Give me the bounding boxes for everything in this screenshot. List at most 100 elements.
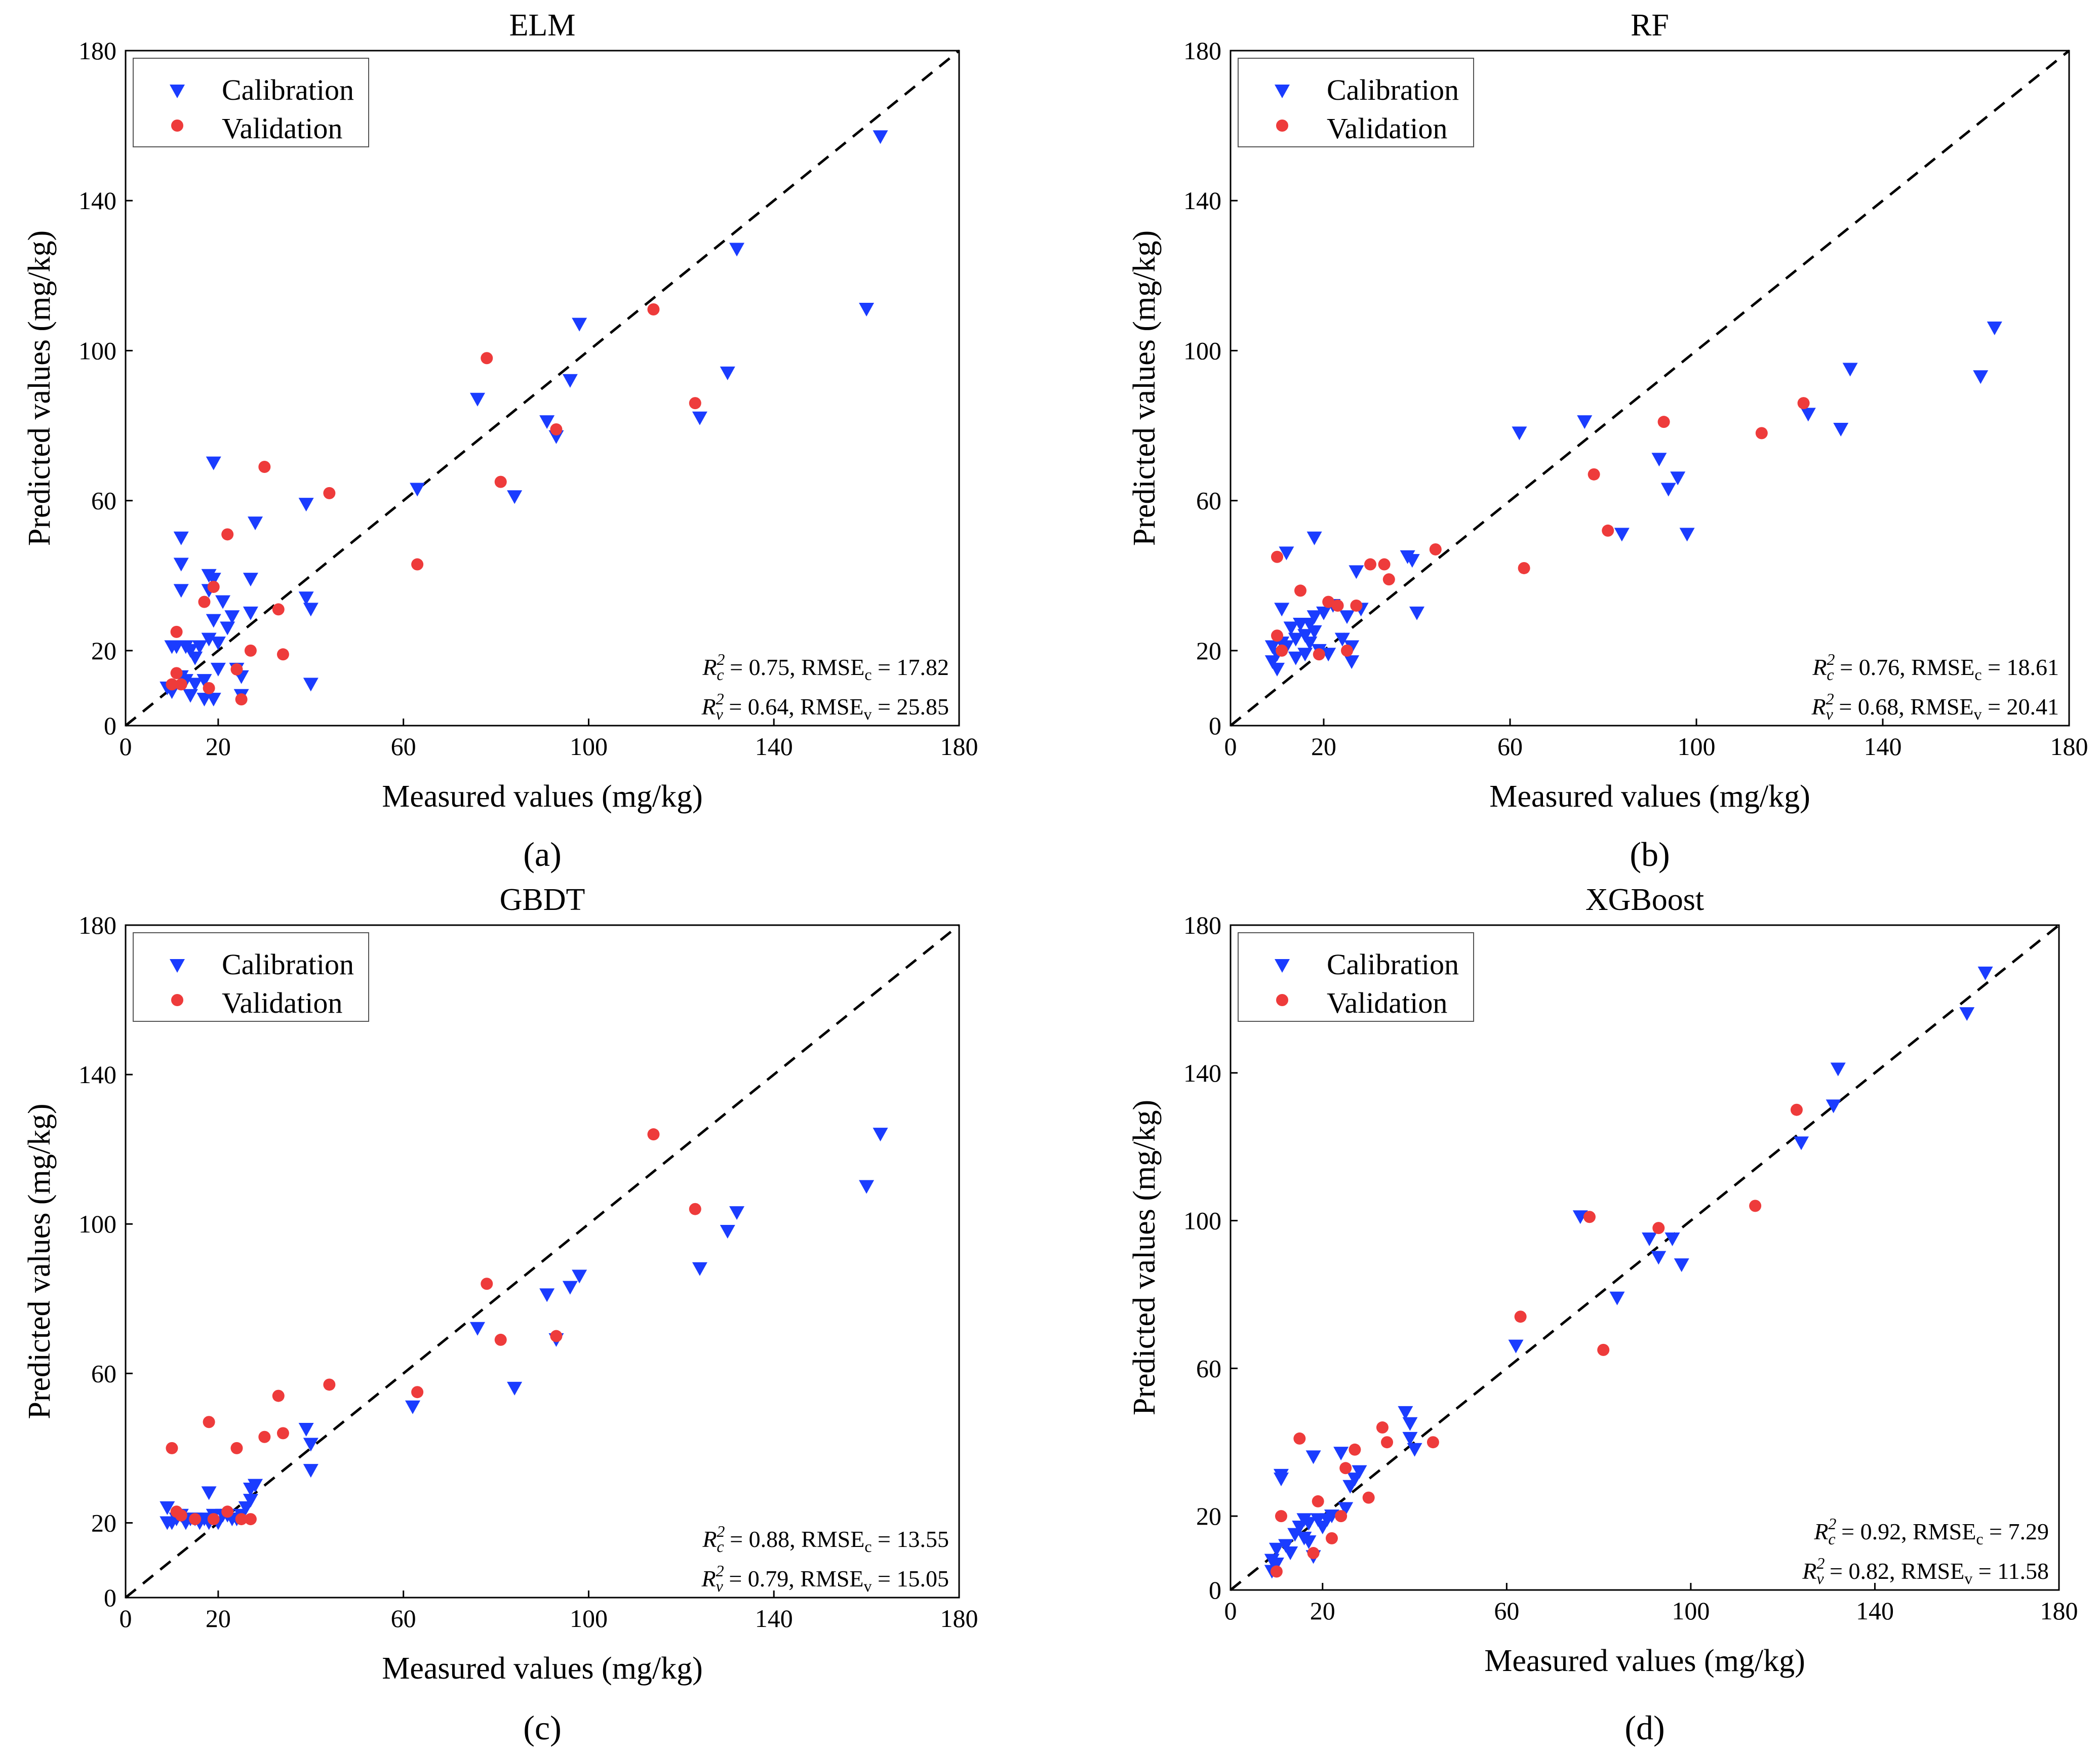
calibration-point <box>1977 966 1993 980</box>
calibration-point <box>196 674 212 688</box>
validation-point <box>1271 550 1283 563</box>
calibration-point <box>507 490 523 504</box>
x-tick-label: 100 <box>570 1604 608 1633</box>
x-tick-label: 0 <box>1224 732 1237 761</box>
panel-gbdt: GBDT 0 20 60 100 140 180 0 20 60 100 140 180 Measured… <box>22 883 978 1747</box>
legend-calibration-marker <box>170 85 185 98</box>
calibration-point <box>1264 640 1280 654</box>
calibration-point <box>562 374 578 388</box>
legend-validation-marker <box>171 994 183 1006</box>
x-tick-label: 180 <box>2040 1597 2078 1625</box>
calibration-point <box>1334 632 1350 647</box>
legend-calibration-marker <box>1275 959 1290 973</box>
calibration-point <box>187 651 203 665</box>
calibration-point <box>248 1479 263 1493</box>
calibration-point <box>183 644 199 658</box>
calibration-point <box>1301 1535 1317 1549</box>
stats-annotation: R2 c = 0.76, RMSEc = 18.61 <box>1812 650 2059 684</box>
stats-annotation: R2 v = 0.64, RMSEv = 25.85 <box>701 690 949 723</box>
calibration-point <box>243 573 258 587</box>
x-tick-label: 20 <box>206 732 231 761</box>
validation-point <box>1790 1103 1803 1116</box>
y-axis-label: Predicted values (mg/kg) <box>1127 230 1162 546</box>
plot-frame <box>1230 50 2070 727</box>
validation-point <box>1341 644 1353 657</box>
calibration-point <box>469 392 485 407</box>
stats-annotation: R2 v = 0.68, RMSEv = 20.41 <box>1811 690 2059 723</box>
y-tick-label: 180 <box>1183 911 1221 939</box>
calibration-point <box>201 1486 217 1500</box>
validation-point <box>1514 1310 1527 1323</box>
calibration-point <box>873 130 888 144</box>
calibration-point <box>1269 1542 1284 1557</box>
validation-point <box>481 1278 493 1290</box>
y-tick-label: 60 <box>1196 487 1221 515</box>
validation-point <box>550 1330 563 1342</box>
calibration-point <box>720 1224 735 1239</box>
x-tick-label: 140 <box>755 1604 793 1633</box>
y-tick-label: 180 <box>78 36 116 65</box>
validation-point <box>272 1389 285 1402</box>
validation-point <box>230 663 243 675</box>
calibration-point <box>1324 1509 1339 1524</box>
panel-xgboost: XGBoost 0 20 60 100 140 180 0 20 60 100 140 180 Measu… <box>1127 883 2078 1747</box>
calibration-point <box>173 584 189 598</box>
y-tick-label: 140 <box>1183 186 1221 215</box>
plot-frame <box>1230 924 2060 1591</box>
calibration-point <box>1404 554 1420 568</box>
calibration-point <box>539 1288 555 1302</box>
validation-point <box>494 1333 507 1346</box>
y-axis-label: Predicted values (mg/kg) <box>1127 1100 1162 1415</box>
validation-point <box>166 1442 178 1454</box>
calibration-point <box>224 610 240 624</box>
y-tick-label: 100 <box>1183 1207 1221 1235</box>
validation-point <box>1364 558 1376 571</box>
validation-point <box>272 603 285 616</box>
legend-validation-label: Validation <box>222 986 342 1019</box>
calibration-point <box>1800 408 1816 422</box>
validation-point <box>203 682 215 694</box>
calibration-point <box>1321 648 1336 662</box>
calibration-point <box>1270 662 1285 677</box>
validation-point <box>550 423 563 435</box>
calibration-point <box>1306 610 1322 624</box>
validation-point <box>276 1427 289 1440</box>
legend-validation-marker <box>1276 994 1288 1006</box>
validation-point <box>1382 573 1395 586</box>
y-tick-label: 20 <box>1196 637 1221 665</box>
validation-point <box>207 580 220 593</box>
validation-point <box>1749 1200 1762 1212</box>
calibration-point <box>206 573 221 587</box>
calibration-point <box>206 614 221 628</box>
calibration-point <box>1609 1291 1625 1305</box>
validation-point <box>203 1416 215 1428</box>
legend-validation-label: Validation <box>1327 112 1447 145</box>
validation-point <box>1339 1462 1352 1475</box>
reference-line <box>1230 50 2070 727</box>
calibration-point <box>248 516 263 531</box>
x-tick-label: 0 <box>120 732 132 761</box>
calibration-point <box>1614 528 1630 542</box>
validation-point <box>175 1509 187 1522</box>
legend-box <box>133 58 369 147</box>
validation-point <box>1518 562 1530 574</box>
calibration-point <box>1670 471 1686 486</box>
y-tick-label: 20 <box>91 1508 116 1537</box>
calibration-point <box>210 637 226 651</box>
y-tick-label: 100 <box>1183 336 1221 365</box>
validation-point <box>1307 1547 1320 1560</box>
legend-validation-label: Validation <box>1327 986 1447 1019</box>
validation-point <box>323 487 336 499</box>
calibration-point <box>1274 603 1290 617</box>
calibration-point <box>692 1262 707 1276</box>
panel-rf: RF 0 20 60 100 140 180 0 20 60 100 140 180 Measured v… <box>1127 8 2088 873</box>
calibration-point <box>1959 1007 1975 1021</box>
calibration-point <box>1679 528 1695 542</box>
calibration-point <box>405 1400 420 1414</box>
calibration-point <box>1665 1232 1680 1247</box>
legend-calibration-label: Calibration <box>222 73 354 106</box>
stats-annotation: R2 c = 0.92, RMSEc = 7.29 <box>1813 1515 2049 1548</box>
validation-point <box>1331 600 1344 612</box>
calibration-point <box>1409 606 1424 620</box>
calibration-point <box>1273 1473 1289 1487</box>
